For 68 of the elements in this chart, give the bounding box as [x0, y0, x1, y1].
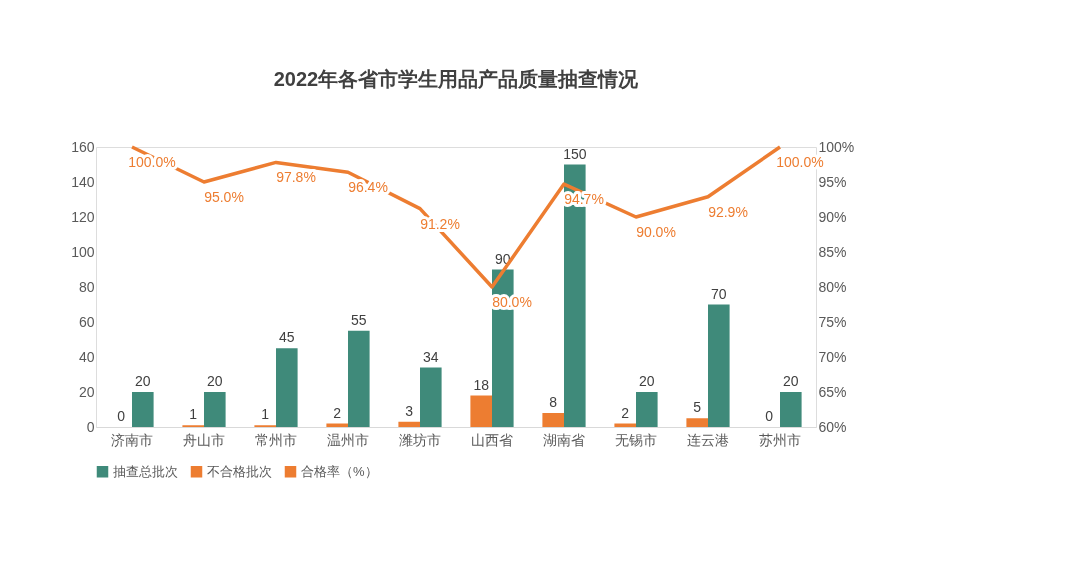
data-label: 2	[621, 404, 630, 421]
bar	[542, 413, 564, 427]
bar	[420, 367, 442, 427]
data-label: 0	[765, 408, 774, 424]
y2-tick-label: 75%	[818, 313, 847, 330]
data-label: 0	[117, 408, 126, 424]
data-label: 150	[563, 145, 587, 162]
data-label: 70	[711, 285, 727, 302]
y2-tick-label: 80%	[818, 278, 847, 295]
y2-tick-label: 70%	[818, 348, 847, 365]
y-tick-label: 20	[78, 383, 95, 400]
chart-title: 2022年各省市学生用品产品质量抽查情况	[273, 68, 640, 90]
data-label: 45	[279, 329, 295, 346]
y-tick-label: 80	[78, 278, 95, 295]
x-tick-label: 温州市	[327, 431, 369, 448]
data-label: 55	[351, 311, 367, 328]
data-label: 92.9%	[708, 203, 748, 220]
data-label: 1	[189, 406, 198, 423]
data-label: 20	[783, 373, 799, 389]
x-tick-label: 连云港	[687, 431, 729, 448]
data-label: 100.0%	[776, 154, 824, 170]
bar	[470, 395, 492, 427]
data-label: 2	[333, 404, 342, 421]
y-tick-label: 120	[71, 208, 95, 225]
bar	[686, 418, 708, 427]
bar	[204, 392, 226, 427]
y-tick-label: 100	[71, 243, 95, 260]
data-label: 95.0%	[204, 189, 244, 205]
data-label: 3	[405, 402, 414, 419]
data-label: 18	[473, 376, 490, 393]
legend-label: 不合格批次	[207, 463, 272, 479]
bar	[708, 304, 730, 427]
y-tick-label: 60	[78, 313, 95, 330]
data-label: 34	[423, 348, 439, 365]
y-tick-label: 140	[71, 173, 95, 190]
data-label: 1	[261, 406, 270, 423]
data-label: 5	[693, 399, 702, 416]
data-label: 20	[207, 373, 223, 389]
y2-tick-label: 90%	[818, 208, 847, 225]
bar	[780, 392, 802, 427]
y-tick-label: 160	[71, 138, 95, 155]
data-label: 97.8%	[276, 169, 316, 186]
bar	[132, 392, 154, 427]
data-label: 8	[549, 394, 558, 410]
x-tick-label: 常州市	[255, 431, 297, 448]
y2-tick-label: 85%	[818, 243, 847, 260]
x-tick-label: 湖南省	[543, 431, 585, 448]
legend-label: 抽查总批次	[113, 463, 178, 479]
data-label: 20	[135, 373, 151, 389]
bar	[636, 392, 658, 427]
x-tick-label: 无锡市	[615, 431, 657, 448]
legend-label: 合格率（%）	[301, 463, 378, 479]
x-tick-label: 山西省	[471, 431, 513, 448]
y-tick-label: 40	[78, 348, 95, 365]
y2-tick-label: 100%	[818, 138, 855, 155]
bar	[398, 421, 420, 427]
y2-tick-label: 95%	[818, 173, 847, 190]
x-tick-label: 苏州市	[759, 431, 801, 448]
data-label: 90.0%	[636, 224, 676, 240]
y-tick-label: 0	[86, 418, 95, 435]
bar	[348, 330, 370, 427]
y2-tick-label: 60%	[818, 418, 847, 435]
bar	[276, 348, 298, 427]
data-label: 20	[639, 373, 655, 389]
y2-tick-label: 65%	[818, 383, 847, 400]
x-tick-label: 舟山市	[183, 431, 225, 448]
x-tick-label: 潍坊市	[399, 431, 441, 448]
x-tick-label: 济南市	[111, 431, 153, 448]
